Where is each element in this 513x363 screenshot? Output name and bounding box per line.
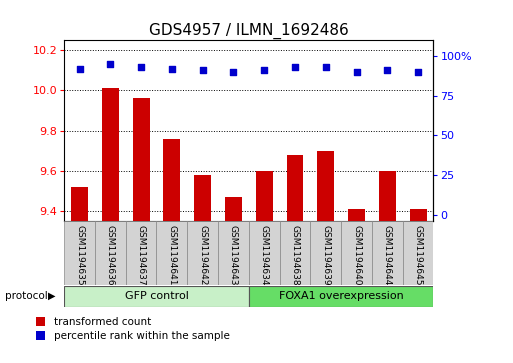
Bar <box>249 286 433 307</box>
Text: GSM1194635: GSM1194635 <box>75 225 84 285</box>
Bar <box>64 286 249 307</box>
Bar <box>379 171 396 221</box>
Bar <box>249 221 280 285</box>
Bar <box>341 221 372 285</box>
Bar <box>95 221 126 285</box>
Point <box>137 64 145 70</box>
Bar <box>409 209 427 221</box>
Legend: transformed count, percentile rank within the sample: transformed count, percentile rank withi… <box>36 317 230 341</box>
Bar <box>348 209 365 221</box>
Bar <box>255 171 273 221</box>
Point <box>106 61 114 67</box>
Bar <box>286 155 303 221</box>
Bar <box>187 221 218 285</box>
Bar <box>126 221 156 285</box>
Text: GSM1194645: GSM1194645 <box>413 225 423 285</box>
Bar <box>102 88 119 221</box>
Text: GSM1194639: GSM1194639 <box>321 225 330 285</box>
Bar <box>71 187 88 221</box>
Text: GSM1194641: GSM1194641 <box>167 225 176 285</box>
Bar <box>372 221 403 285</box>
Bar <box>156 221 187 285</box>
Text: ▶: ▶ <box>48 291 55 301</box>
Text: GSM1194642: GSM1194642 <box>198 225 207 285</box>
Text: protocol: protocol <box>5 291 48 301</box>
Text: GFP control: GFP control <box>125 291 188 301</box>
Title: GDS4957 / ILMN_1692486: GDS4957 / ILMN_1692486 <box>149 23 349 38</box>
Point <box>352 69 361 75</box>
Text: GSM1194638: GSM1194638 <box>290 225 300 285</box>
Point <box>168 66 176 72</box>
Point <box>199 67 207 73</box>
Text: GSM1194644: GSM1194644 <box>383 225 392 285</box>
Text: GSM1194634: GSM1194634 <box>260 225 269 285</box>
Point <box>260 67 268 73</box>
Point <box>414 69 422 75</box>
Bar <box>64 221 95 285</box>
Point <box>291 64 299 70</box>
Bar <box>194 175 211 221</box>
Bar <box>225 197 242 221</box>
Bar <box>163 139 181 221</box>
Point <box>75 66 84 72</box>
Point <box>229 69 238 75</box>
Bar <box>280 221 310 285</box>
Bar <box>132 98 150 221</box>
Text: GSM1194643: GSM1194643 <box>229 225 238 285</box>
Bar <box>310 221 341 285</box>
Point <box>322 64 330 70</box>
Text: GSM1194640: GSM1194640 <box>352 225 361 285</box>
Text: GSM1194637: GSM1194637 <box>136 225 146 285</box>
Point <box>383 67 391 73</box>
Text: GSM1194636: GSM1194636 <box>106 225 115 285</box>
Bar <box>317 151 334 221</box>
Text: FOXA1 overexpression: FOXA1 overexpression <box>279 291 404 301</box>
Bar <box>218 221 249 285</box>
Bar <box>403 221 433 285</box>
